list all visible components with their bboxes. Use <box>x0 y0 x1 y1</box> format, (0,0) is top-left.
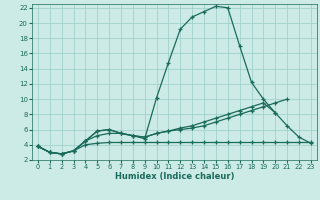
X-axis label: Humidex (Indice chaleur): Humidex (Indice chaleur) <box>115 172 234 181</box>
